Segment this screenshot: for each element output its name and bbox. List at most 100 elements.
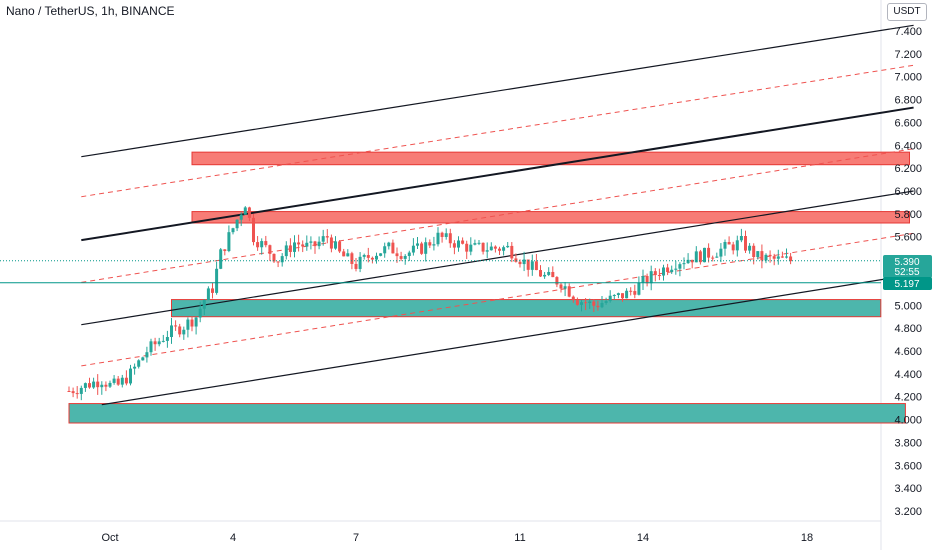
candle-body xyxy=(170,325,173,338)
candle-body xyxy=(526,259,530,270)
candle-body xyxy=(272,253,276,262)
candle-body xyxy=(703,247,706,263)
candle-body xyxy=(629,290,633,292)
candle-body xyxy=(690,259,694,263)
countdown-label: 52:55 xyxy=(894,267,919,278)
candle-body xyxy=(571,296,575,301)
candle-body xyxy=(149,341,153,353)
candle-body xyxy=(325,236,329,238)
candle-body xyxy=(329,237,333,249)
price-tick-label: 7.200 xyxy=(894,49,922,61)
candle-body xyxy=(539,270,542,277)
price-tick-label: 4.200 xyxy=(894,392,922,404)
candle-body xyxy=(145,352,149,358)
time-tick-label: 4 xyxy=(230,532,236,544)
candle-body xyxy=(391,242,395,254)
horizontal-lines-layer xyxy=(0,260,881,284)
candle-body xyxy=(662,267,665,276)
candle-body xyxy=(141,357,145,361)
candle-body xyxy=(707,247,711,258)
candle-body xyxy=(280,256,284,263)
candle-body xyxy=(760,251,764,261)
candle-body xyxy=(256,242,260,248)
candle-body xyxy=(202,299,206,309)
candle-body xyxy=(547,271,551,275)
candle-body xyxy=(592,301,596,306)
candle-body xyxy=(465,243,469,252)
candle-body xyxy=(424,242,428,254)
candle-body xyxy=(112,378,116,383)
price-tick-label: 7.400 xyxy=(894,26,922,38)
candle-body xyxy=(641,276,645,283)
candle-body xyxy=(67,391,71,392)
candle-body xyxy=(530,261,534,270)
candle-body xyxy=(264,241,268,246)
price-tick-label: 6.800 xyxy=(894,95,922,107)
candle-body xyxy=(748,245,752,251)
candle-body xyxy=(92,381,96,388)
candle-body xyxy=(387,242,391,247)
candle-body xyxy=(493,246,497,249)
time-tick-label: 7 xyxy=(353,532,359,544)
candle-body xyxy=(694,251,698,263)
candle-body xyxy=(657,275,661,277)
candle-body xyxy=(600,302,604,308)
candle-body xyxy=(723,241,727,249)
currency-selector[interactable]: USDT xyxy=(887,3,927,21)
candle-body xyxy=(133,366,137,369)
candle-body xyxy=(243,207,247,215)
candle-body xyxy=(284,245,288,257)
candle-body xyxy=(444,233,448,237)
candle-body xyxy=(719,248,723,257)
candle-body xyxy=(252,217,255,243)
candle-body xyxy=(637,282,641,295)
candle-body xyxy=(563,286,567,289)
candle-body xyxy=(498,248,501,251)
time-tick-label: Oct xyxy=(101,532,118,544)
candle-body xyxy=(370,257,374,260)
candle-body xyxy=(621,293,624,299)
time-axis[interactable]: Oct 4 7 11 14 18 xyxy=(101,532,813,544)
candle-body xyxy=(580,302,583,305)
candle-body xyxy=(559,284,563,289)
candle-body xyxy=(612,295,616,297)
candle-body xyxy=(153,341,157,345)
candle-body xyxy=(317,241,321,247)
candle-body xyxy=(645,276,649,284)
candle-body xyxy=(161,340,165,342)
candle-body xyxy=(313,241,317,247)
candle-body xyxy=(379,253,383,256)
candle-body xyxy=(727,241,731,245)
candle-body xyxy=(309,241,313,243)
candle-body xyxy=(75,393,79,395)
candle-body xyxy=(411,245,415,253)
candle-body xyxy=(174,325,178,327)
candle-body xyxy=(670,269,674,273)
candle-body xyxy=(780,256,784,258)
price-axis[interactable]: 7.400 7.200 7.000 6.800 6.600 6.400 6.200 6.000… xyxy=(894,26,922,518)
price-tick-label: 5.000 xyxy=(894,300,922,312)
price-tick-label: 6.000 xyxy=(894,186,922,198)
candle-body xyxy=(297,242,301,245)
candle-body xyxy=(551,271,555,278)
candle-body xyxy=(215,268,219,293)
candle-body xyxy=(772,256,776,259)
candle-body xyxy=(452,243,456,248)
candle-body xyxy=(362,255,366,257)
candle-body xyxy=(616,293,620,296)
candle-body xyxy=(124,377,128,384)
candle-body xyxy=(395,253,399,257)
lines-layer xyxy=(81,24,914,406)
candle-body xyxy=(219,249,223,269)
candle-body xyxy=(432,244,436,246)
candle-body xyxy=(104,384,108,387)
candle-body xyxy=(108,382,112,387)
candle-body xyxy=(457,240,460,248)
candle-body xyxy=(100,384,104,388)
candle-body xyxy=(354,263,358,269)
candle-body xyxy=(79,387,83,394)
candle-body xyxy=(518,261,522,265)
candle-body xyxy=(190,319,194,327)
candle-body xyxy=(235,219,239,229)
